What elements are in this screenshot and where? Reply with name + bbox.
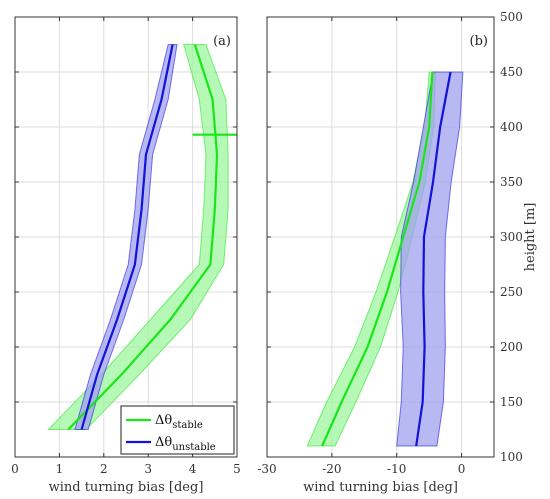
y-axis-label: height [m] (523, 203, 538, 272)
x-tick-label: 3 (144, 462, 152, 476)
x-tick-label: 5 (233, 462, 241, 476)
legend-entry-stable: Δθstable (155, 413, 203, 431)
x-tick-label: -30 (257, 462, 276, 476)
legend-subscript: stable (172, 420, 203, 431)
x-tick-label: -10 (387, 462, 406, 476)
legend-symbol: Δθ (155, 413, 172, 428)
x-tick-label: 2 (100, 462, 108, 476)
band-stable (47, 44, 229, 430)
y-tick-label: 200 (500, 340, 523, 354)
x-tick-label: 0 (11, 462, 19, 476)
x-tick-label: 4 (189, 462, 197, 476)
panel-label: (a) (213, 34, 231, 49)
x-tick-label: 0 (458, 462, 466, 476)
line-stable (67, 44, 219, 431)
panel-b: -30 -20 -10 0 100 150 200 250 300 350 400 450 500 win… (257, 10, 538, 495)
y-tick-label: 500 (500, 10, 523, 24)
x-axis-label: wind turning bias [deg] (303, 480, 458, 495)
y-tick-label: 250 (500, 285, 523, 299)
legend-symbol: Δθ (155, 435, 172, 450)
y-tick-label: 350 (500, 175, 523, 189)
legend-box (120, 405, 235, 455)
x-tick-label: 1 (56, 462, 64, 476)
band-unstable (74, 44, 178, 430)
y-tick-label: 400 (500, 120, 523, 134)
line-unstable (415, 71, 452, 447)
legend-subscript: unstable (172, 442, 216, 453)
x-tick-label: -20 (322, 462, 341, 476)
panel-label: (b) (470, 34, 488, 49)
legend-entry-unstable: Δθunstable (155, 435, 216, 453)
y-tick-label: 450 (500, 65, 523, 79)
line-unstable (80, 44, 174, 430)
line-stable (321, 71, 434, 447)
band-unstable (396, 71, 464, 447)
y-tick-label: 100 (500, 450, 523, 464)
y-tick-label: 150 (500, 395, 523, 409)
y-tick-label: 300 (500, 230, 523, 244)
x-axis-label: wind turning bias [deg] (49, 480, 204, 495)
panel-a: 0 1 2 3 4 5 wind turning bias [deg] (a) Δθstable… (11, 16, 241, 495)
band-stable (306, 71, 437, 447)
